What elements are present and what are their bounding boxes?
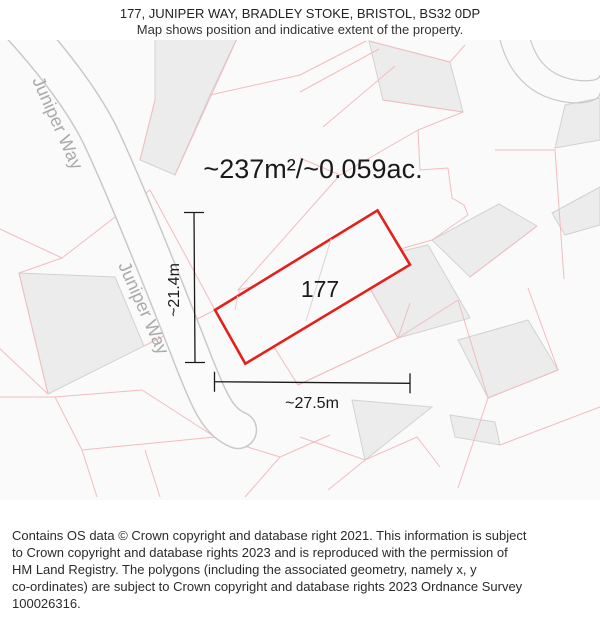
svg-text:~237m²/~0.059ac.: ~237m²/~0.059ac.: [203, 154, 422, 184]
svg-text:~21.4m: ~21.4m: [166, 263, 183, 317]
svg-text:~27.5m: ~27.5m: [285, 395, 339, 412]
svg-text:177: 177: [301, 276, 339, 302]
